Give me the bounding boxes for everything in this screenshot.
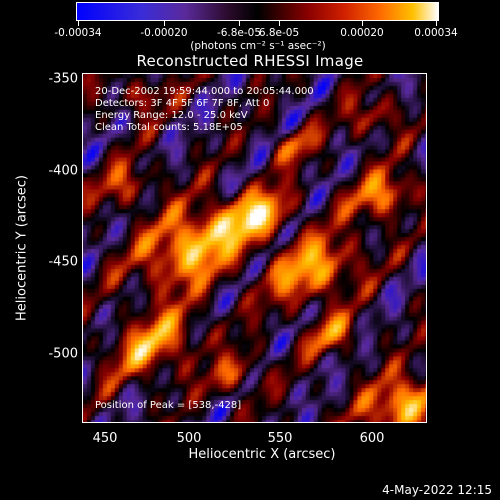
colorbar-tick xyxy=(164,21,165,26)
ytick-label: -400 xyxy=(48,163,78,179)
xtick-label: 500 xyxy=(176,431,202,446)
y-axis-label: Heliocentric Y (arcsec) xyxy=(14,175,30,321)
plot-title: Reconstructed RHESSI Image xyxy=(136,52,364,70)
colorbar-tick-label: -6.8e-05 xyxy=(216,27,262,39)
x-axis-label: Heliocentric X (arcsec) xyxy=(188,447,336,462)
colorbar xyxy=(76,2,439,21)
colorbar-unit: (photons cm⁻² s⁻¹ asec⁻²) xyxy=(190,40,326,52)
xtick-label: 600 xyxy=(359,431,385,446)
colorbar-tick xyxy=(78,21,79,26)
colorbar-tick xyxy=(279,21,280,26)
colorbar-tick-label: 6.8e-05 xyxy=(258,27,300,39)
annotation-peak: Position of Peak = [538,-428] xyxy=(95,400,242,411)
xtick-label: 550 xyxy=(267,431,293,446)
ytick-label: -350 xyxy=(48,71,78,87)
colorbar-tick xyxy=(436,21,437,26)
annotation-clean: Clean Total counts: 5.18E+05 xyxy=(95,122,243,133)
image-plot: 20-Dec-2002 19:59:44.000 to 20:05:44.000… xyxy=(82,73,427,423)
colorbar-tick-label: -0.00034 xyxy=(54,27,102,39)
colorbar-tick xyxy=(362,21,363,26)
annotation-energy: Energy Range: 12.0 - 25.0 keV xyxy=(95,110,248,121)
annotation-detectors: Detectors: 3F 4F 5F 6F 7F 8F, Att 0 xyxy=(95,98,270,109)
timestamp: 4-May-2022 12:15 xyxy=(382,483,492,497)
colorbar-tick-label: 0.00034 xyxy=(414,27,458,39)
rhessi-image xyxy=(83,74,426,422)
xtick-label: 450 xyxy=(92,431,118,446)
colorbar-tick-label: -0.00020 xyxy=(140,27,188,39)
colorbar-tick xyxy=(239,21,240,26)
ytick-label: -450 xyxy=(48,254,78,270)
colorbar-tick-label: 0.00020 xyxy=(340,27,384,39)
annotation-time: 20-Dec-2002 19:59:44.000 to 20:05:44.000 xyxy=(95,86,314,97)
ytick-label: -500 xyxy=(48,346,78,362)
